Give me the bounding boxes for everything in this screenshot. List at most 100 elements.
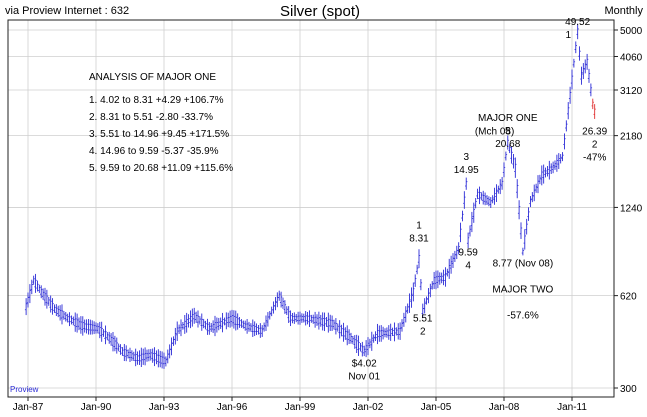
price-bar	[578, 46, 581, 61]
price-bar	[474, 198, 477, 209]
annotation-line: 8.31	[409, 234, 429, 245]
price-bar	[104, 325, 107, 345]
price-bar	[391, 327, 394, 337]
price-bar	[108, 331, 111, 344]
price-bar	[468, 225, 472, 237]
price-bar	[109, 333, 113, 346]
price-bar	[325, 316, 328, 327]
price-bar	[353, 335, 356, 349]
price-bar	[249, 323, 253, 332]
price-bar	[60, 304, 64, 325]
price-bar	[136, 351, 139, 365]
price-bar	[572, 58, 576, 68]
price-bar	[272, 301, 275, 314]
price-bar	[400, 319, 404, 332]
price-bar	[534, 183, 538, 193]
price-bar	[363, 345, 366, 357]
price-bar	[336, 323, 339, 332]
x-tick-label: Jan-02	[353, 402, 384, 413]
annotation: 1	[565, 30, 571, 41]
price-bar	[361, 341, 364, 357]
price-bar	[75, 313, 79, 333]
annotation-line: 8.77 (Nov 08)	[493, 258, 554, 269]
price-bar	[576, 23, 579, 40]
price-bar	[283, 300, 287, 314]
annotation: MAJOR ONE 5 20.68	[478, 113, 538, 150]
price-bar	[378, 325, 381, 342]
y-tick-label: 300	[620, 384, 637, 395]
annotation: 8.77 (Nov 08) MAJOR TWO -57.6%	[492, 258, 553, 321]
price-bar	[206, 318, 209, 335]
price-bar	[312, 314, 315, 324]
price-bar	[306, 311, 309, 325]
annotation-line: (Mch 08)	[475, 126, 514, 137]
price-bar	[491, 195, 494, 204]
price-bar	[351, 335, 355, 345]
price-bar	[132, 351, 135, 361]
price-bar	[580, 66, 583, 85]
price-bar	[531, 192, 534, 203]
price-bar	[349, 332, 353, 344]
price-bar	[478, 186, 481, 205]
annotation-line: 14.95	[454, 165, 479, 176]
price-bar	[504, 151, 508, 161]
price-bar	[102, 329, 105, 337]
price-bar	[414, 274, 417, 287]
price-bar	[466, 232, 470, 249]
price-bar	[457, 242, 460, 255]
price-bar	[480, 192, 483, 201]
price-bar	[570, 69, 574, 90]
analysis-row: 1. 4.02 to 8.31 +4.29 +106.7%	[89, 95, 224, 106]
price-bar	[381, 326, 385, 340]
price-bar	[317, 311, 321, 330]
price-bar	[434, 270, 438, 290]
price-bar	[149, 348, 152, 361]
y-axis-ticks: 300 620 1240 2180 3120 4060 5000	[614, 26, 643, 395]
price-bar	[264, 315, 268, 332]
price-bar	[347, 329, 351, 344]
price-bar	[410, 287, 413, 308]
price-bar	[329, 314, 332, 331]
price-bar	[385, 327, 389, 338]
price-bar	[36, 280, 39, 292]
price-bar	[419, 279, 423, 291]
price-bar	[482, 190, 485, 205]
price-bar	[321, 312, 324, 331]
price-bar	[546, 166, 549, 177]
price-bar	[253, 321, 256, 337]
price-bar	[196, 310, 200, 328]
price-bar	[315, 314, 319, 326]
analysis-row: 4. 14.96 to 9.59 -5.37 -35.9%	[89, 146, 219, 157]
price-bar	[516, 179, 519, 199]
price-bar	[289, 310, 292, 327]
price-bar	[45, 289, 49, 309]
price-bar	[417, 249, 421, 269]
price-bar	[538, 174, 542, 185]
price-bar	[432, 271, 436, 289]
annotation: 18.31	[409, 221, 429, 245]
annotation-line: 9.59	[458, 247, 478, 258]
x-axis-ticks: Jan-87 Jan-90 Jan-93 Jan-96 Jan-99 Jan-02 Jan-…	[13, 397, 587, 413]
price-bar	[551, 161, 555, 174]
price-bar	[210, 322, 213, 332]
price-bar	[436, 270, 440, 289]
annotation-line: MAJOR ONE	[478, 113, 538, 124]
annotation-line: MAJOR TWO	[492, 284, 553, 295]
price-bar	[527, 207, 530, 221]
price-bar	[191, 308, 194, 327]
x-tick-label: Jan-96	[217, 402, 248, 413]
price-bar	[157, 349, 160, 368]
price-bar	[247, 321, 251, 332]
price-bar	[487, 196, 491, 207]
price-bar	[183, 314, 186, 334]
price-bar	[380, 325, 383, 342]
price-bar	[449, 255, 453, 274]
price-bar	[557, 153, 560, 170]
x-tick-label: Jan-08	[489, 402, 520, 413]
price-bar	[221, 312, 224, 333]
y-tick-label: 3120	[620, 86, 643, 97]
price-bar	[298, 311, 302, 325]
price-bar	[230, 309, 234, 327]
